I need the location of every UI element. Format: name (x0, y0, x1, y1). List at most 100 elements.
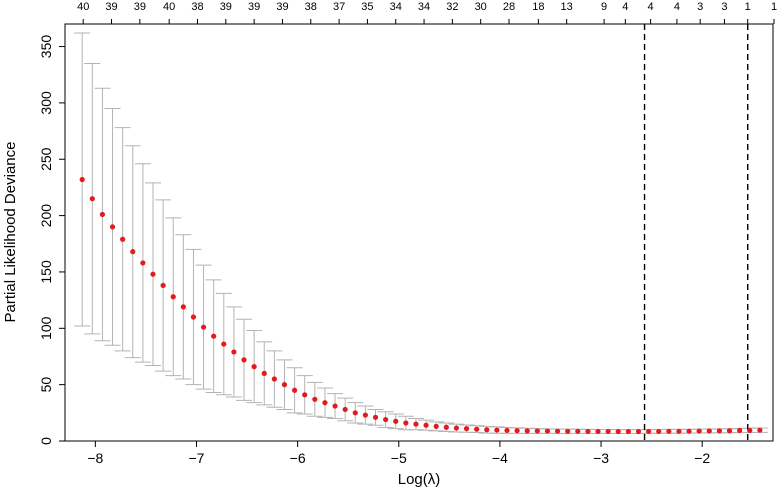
reference-lines (643, 24, 749, 441)
y-axis: 0 50 100 150 200 250 300 350 (38, 35, 65, 445)
data-point (494, 427, 500, 433)
top-tick-label: 40 (163, 1, 175, 13)
data-point (271, 376, 277, 382)
data-point (322, 400, 328, 406)
data-point (160, 282, 166, 289)
data-point (463, 426, 470, 432)
y-tick-label: 300 (38, 91, 54, 115)
data-points (79, 176, 763, 435)
data-point (635, 428, 642, 435)
data-point (342, 406, 348, 413)
top-tick-label: 3 (697, 1, 703, 13)
data-point (615, 428, 621, 435)
data-point (656, 428, 662, 435)
data-point (312, 396, 318, 402)
data-point (575, 428, 581, 434)
top-tick-label: 1 (745, 1, 751, 13)
y-tick-label: 350 (38, 35, 54, 59)
data-point (565, 428, 571, 434)
data-point (645, 428, 652, 435)
top-tick-label: 4 (674, 1, 680, 13)
plot-frame (64, 23, 774, 442)
data-point (403, 420, 409, 426)
y-tick-label: 100 (38, 316, 54, 340)
x-tick-label: −4 (492, 450, 508, 466)
top-tick-label: 34 (418, 1, 430, 13)
data-point (676, 428, 682, 434)
data-point (170, 294, 176, 300)
data-point (393, 418, 399, 424)
data-point (362, 412, 368, 418)
x-tick-label: −8 (87, 450, 103, 466)
x-tick-label: −7 (189, 450, 205, 466)
data-point (150, 271, 156, 277)
x-tick-label: −3 (593, 450, 609, 466)
data-point (423, 422, 429, 428)
top-axis: 40 39 39 40 38 39 39 39 38 37 35 34 34 32 30 28 18 13 9 4 4 4… (77, 1, 777, 24)
data-point (372, 414, 379, 420)
x-axis-title: Log(λ) (398, 471, 441, 488)
top-tick-label: 28 (503, 1, 515, 13)
data-point (585, 428, 591, 435)
data-point (281, 382, 288, 388)
data-point (453, 425, 460, 431)
data-point (352, 410, 358, 416)
top-tick-label: 32 (446, 1, 458, 13)
error-bars (74, 32, 768, 434)
data-point (524, 428, 530, 434)
y-tick-label: 50 (38, 377, 54, 393)
top-tick-label: 40 (77, 1, 89, 13)
top-tick-label: 30 (475, 1, 487, 13)
data-point (211, 333, 217, 339)
top-tick-label: 34 (390, 1, 402, 13)
top-tick-label: 39 (276, 1, 288, 13)
top-tick-label: 3 (721, 1, 727, 13)
top-tick-label: 4 (648, 1, 654, 13)
data-point (716, 428, 722, 434)
data-point (474, 426, 480, 432)
x-tick-label: −6 (290, 450, 306, 466)
data-point (291, 387, 298, 393)
data-point (726, 428, 733, 434)
top-tick-label: 13 (561, 1, 573, 13)
x-tick-label: −2 (694, 450, 710, 466)
data-point (696, 428, 702, 434)
data-point (190, 314, 197, 320)
data-point (757, 427, 763, 433)
top-tick-label: 38 (305, 1, 317, 13)
data-point (544, 428, 551, 434)
data-point (595, 428, 601, 435)
data-point (737, 427, 743, 434)
x-axis: −8 −7 −6 −5 −4 −3 −2 (87, 441, 710, 466)
y-tick-label: 200 (38, 204, 54, 228)
data-point (140, 260, 146, 266)
top-tick-label: 39 (134, 1, 146, 13)
data-point (332, 403, 338, 409)
top-tick-label: 18 (532, 1, 544, 13)
data-point (261, 370, 267, 376)
top-tick-label: 37 (333, 1, 345, 13)
data-point (180, 304, 186, 310)
data-point (231, 349, 237, 355)
data-point (504, 427, 510, 434)
y-tick-label: 150 (38, 260, 54, 284)
data-point (625, 428, 631, 435)
data-point (221, 341, 227, 347)
top-tick-label: 39 (105, 1, 117, 13)
data-point (383, 416, 389, 423)
data-point (484, 427, 490, 433)
x-tick-label: −5 (391, 450, 407, 466)
y-axis-title: Partial Likelihood Deviance (2, 142, 19, 323)
y-tick-label: 0 (38, 437, 54, 445)
data-point (706, 428, 712, 434)
top-tick-label: 1 (771, 1, 777, 13)
data-point (666, 428, 672, 434)
data-point (514, 428, 520, 434)
data-point (686, 428, 692, 434)
data-point (747, 427, 753, 434)
data-point (605, 428, 611, 435)
data-point (413, 421, 419, 427)
data-point (200, 324, 207, 330)
top-tick-label: 9 (601, 1, 607, 13)
